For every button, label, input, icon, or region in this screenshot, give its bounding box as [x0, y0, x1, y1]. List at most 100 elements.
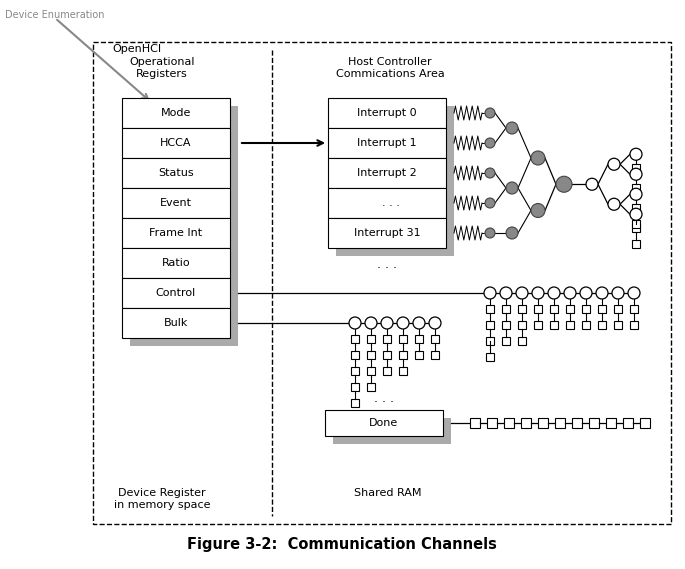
Text: Figure 3-2:  Communication Channels: Figure 3-2: Communication Channels	[187, 538, 497, 552]
Bar	[122, 188, 230, 218]
Circle shape	[630, 168, 642, 180]
Bar	[502, 321, 510, 329]
Text: Host Controller
Commications Area: Host Controller Commications Area	[336, 57, 445, 79]
Circle shape	[500, 287, 512, 299]
Circle shape	[381, 317, 393, 329]
Circle shape	[580, 287, 592, 299]
Text: . . .: . . .	[375, 198, 399, 208]
Bar	[122, 98, 230, 128]
Bar	[383, 351, 391, 359]
Text: . . .: . . .	[374, 391, 394, 405]
Text: Interrupt 31: Interrupt 31	[353, 228, 421, 238]
Text: Interrupt 0: Interrupt 0	[357, 108, 416, 118]
Circle shape	[630, 188, 642, 200]
Bar	[399, 367, 407, 375]
Circle shape	[630, 149, 642, 160]
Bar	[122, 218, 230, 248]
Bar	[486, 305, 494, 313]
Bar	[367, 383, 375, 391]
Bar	[383, 367, 391, 375]
Circle shape	[365, 317, 377, 329]
Bar	[122, 128, 230, 158]
Bar	[632, 224, 640, 232]
Bar	[550, 321, 558, 329]
Bar	[367, 367, 375, 375]
Circle shape	[516, 287, 528, 299]
Bar	[623, 418, 633, 428]
Bar	[550, 305, 558, 313]
Bar	[415, 335, 423, 343]
Text: HCCA: HCCA	[160, 138, 192, 148]
Bar	[328, 218, 446, 248]
Circle shape	[548, 287, 560, 299]
Bar	[399, 351, 407, 359]
Bar	[367, 335, 375, 343]
Text: Shared RAM: Shared RAM	[354, 488, 422, 498]
Bar	[614, 321, 622, 329]
Bar	[518, 305, 526, 313]
Bar	[632, 220, 640, 228]
Bar	[328, 188, 446, 218]
Bar	[630, 305, 638, 313]
Circle shape	[630, 208, 642, 220]
Text: Interrupt 2: Interrupt 2	[357, 168, 417, 178]
Circle shape	[628, 287, 640, 299]
Bar	[555, 418, 565, 428]
Bar	[518, 337, 526, 345]
Bar	[383, 335, 391, 343]
Bar	[351, 335, 359, 343]
Text: Frame Int: Frame Int	[149, 228, 203, 238]
Bar	[632, 164, 640, 172]
Bar	[486, 353, 494, 361]
Circle shape	[608, 158, 620, 170]
Bar	[582, 321, 590, 329]
Bar	[486, 337, 494, 345]
Bar	[534, 321, 542, 329]
Circle shape	[531, 151, 545, 165]
Bar	[572, 418, 582, 428]
Bar	[521, 418, 531, 428]
Text: Bulk: Bulk	[164, 318, 188, 328]
Circle shape	[612, 287, 624, 299]
Bar	[487, 418, 497, 428]
Circle shape	[485, 198, 495, 208]
Bar	[566, 321, 574, 329]
Text: Device Register
in memory space: Device Register in memory space	[114, 488, 210, 510]
Bar	[431, 351, 439, 359]
Bar	[351, 399, 359, 407]
Bar	[431, 335, 439, 343]
Text: OpenHCI: OpenHCI	[112, 44, 161, 54]
Bar	[632, 240, 640, 248]
Bar	[122, 308, 230, 338]
Text: . . .: . . .	[377, 258, 397, 271]
Circle shape	[349, 317, 361, 329]
Bar	[367, 351, 375, 359]
Circle shape	[532, 287, 544, 299]
Bar	[415, 351, 423, 359]
Bar	[351, 367, 359, 375]
Bar	[606, 418, 616, 428]
Circle shape	[484, 287, 496, 299]
Bar	[399, 335, 407, 343]
Circle shape	[608, 198, 620, 211]
Bar	[470, 418, 480, 428]
Bar	[502, 305, 510, 313]
Bar	[502, 337, 510, 345]
Circle shape	[506, 227, 518, 239]
Bar	[336, 106, 454, 256]
Bar	[351, 351, 359, 359]
Circle shape	[586, 178, 598, 190]
Bar	[504, 418, 514, 428]
Bar	[351, 383, 359, 391]
Circle shape	[564, 287, 576, 299]
Circle shape	[485, 138, 495, 148]
Text: Status: Status	[158, 168, 194, 178]
Text: Ratio: Ratio	[162, 258, 190, 268]
Circle shape	[429, 317, 441, 329]
Bar	[122, 278, 230, 308]
Bar	[122, 248, 230, 278]
Bar	[598, 321, 606, 329]
Circle shape	[485, 108, 495, 118]
Bar	[582, 305, 590, 313]
Bar	[630, 321, 638, 329]
